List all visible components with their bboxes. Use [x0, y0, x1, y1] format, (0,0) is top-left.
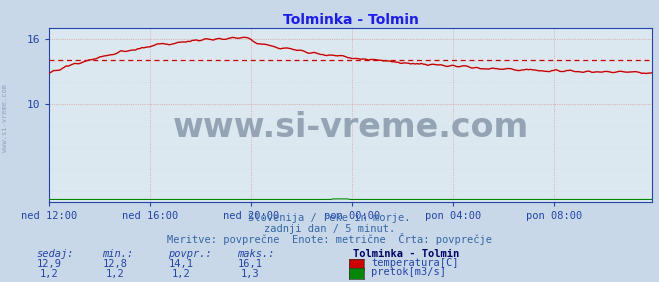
- Text: 12,9: 12,9: [37, 259, 62, 269]
- Text: maks.:: maks.:: [237, 249, 275, 259]
- Text: 1,2: 1,2: [40, 269, 59, 279]
- Text: zadnji dan / 5 minut.: zadnji dan / 5 minut.: [264, 224, 395, 234]
- Text: 12,8: 12,8: [103, 259, 128, 269]
- Text: temperatura[C]: temperatura[C]: [371, 258, 459, 268]
- Text: 16,1: 16,1: [238, 259, 263, 269]
- Text: Slovenija / reke in morje.: Slovenija / reke in morje.: [248, 213, 411, 222]
- Text: pretok[m3/s]: pretok[m3/s]: [371, 267, 446, 277]
- Text: 1,2: 1,2: [106, 269, 125, 279]
- Text: www.si-vreme.com: www.si-vreme.com: [173, 111, 529, 144]
- Text: 1,3: 1,3: [241, 269, 260, 279]
- Text: sedaj:: sedaj:: [36, 249, 74, 259]
- Text: povpr.:: povpr.:: [168, 249, 212, 259]
- Text: 1,2: 1,2: [172, 269, 190, 279]
- Text: Meritve: povprečne  Enote: metrične  Črta: povprečje: Meritve: povprečne Enote: metrične Črta:…: [167, 233, 492, 245]
- Text: min.:: min.:: [102, 249, 133, 259]
- Text: 14,1: 14,1: [169, 259, 194, 269]
- Text: Tolminka - Tolmin: Tolminka - Tolmin: [353, 249, 459, 259]
- Text: www.si-vreme.com: www.si-vreme.com: [2, 84, 8, 153]
- Title: Tolminka - Tolmin: Tolminka - Tolmin: [283, 13, 419, 27]
